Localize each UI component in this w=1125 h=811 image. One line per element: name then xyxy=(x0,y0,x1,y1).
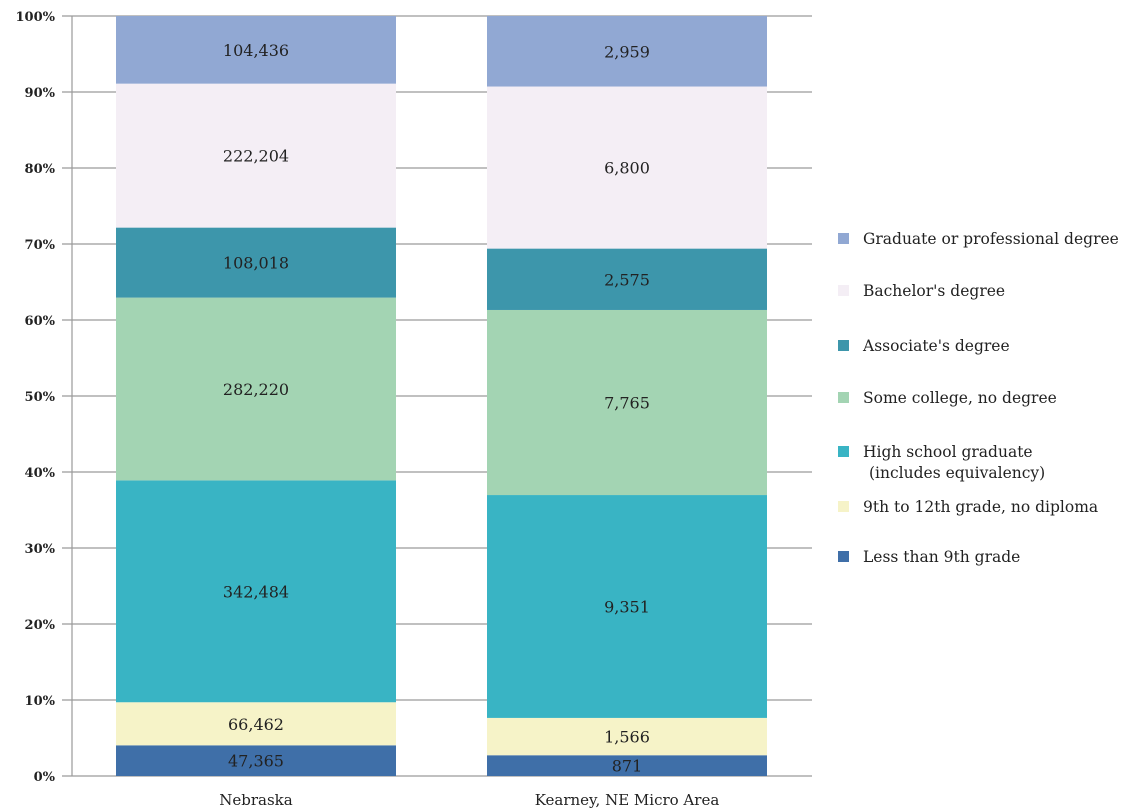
bar-segment xyxy=(487,717,767,756)
y-tick-label: 60% xyxy=(25,314,56,329)
legend-swatch xyxy=(838,340,849,351)
y-tick-label: 40% xyxy=(25,466,56,481)
bar-segment xyxy=(487,755,767,776)
data-label: 871 xyxy=(612,757,643,776)
legend-swatch xyxy=(838,285,849,296)
legend-swatch xyxy=(838,501,849,512)
y-tick-label: 70% xyxy=(25,238,56,253)
category-label: Nebraska xyxy=(219,791,293,809)
y-tick-label: 100% xyxy=(16,10,56,25)
data-label: 342,484 xyxy=(223,582,289,601)
bar-segment xyxy=(487,16,767,87)
data-label: 104,436 xyxy=(223,41,289,60)
y-tick-label: 10% xyxy=(25,694,56,709)
category-label: Kearney, NE Micro Area xyxy=(535,791,720,809)
data-label: 2,959 xyxy=(604,42,650,61)
bar-segment xyxy=(487,495,767,718)
bar-segment xyxy=(116,297,396,481)
legend-swatch xyxy=(838,551,849,562)
y-tick-label: 0% xyxy=(34,770,56,785)
data-label: 1,566 xyxy=(604,728,650,747)
data-label: 6,800 xyxy=(604,159,650,178)
data-label: 2,575 xyxy=(604,270,650,289)
y-tick-label: 80% xyxy=(25,162,56,177)
legend-label: Bachelor's degree xyxy=(863,282,1005,300)
bar-segment xyxy=(487,86,767,249)
data-label: 7,765 xyxy=(604,394,650,413)
legend-label: Some college, no degree xyxy=(863,389,1057,407)
data-label: 282,220 xyxy=(223,380,289,399)
bar-segment xyxy=(116,16,396,84)
legend-label: 9th to 12th grade, no diploma xyxy=(863,498,1098,516)
legend-swatch xyxy=(838,392,849,403)
y-tick-label: 30% xyxy=(25,542,56,557)
data-label: 108,018 xyxy=(223,254,289,273)
bar-segment xyxy=(116,745,396,776)
y-tick-label: 20% xyxy=(25,618,56,633)
legend-swatch xyxy=(838,233,849,244)
bar-segment xyxy=(116,480,396,703)
data-labels: 47,365 66,462 342,484 282,220 108,018 222,204… xyxy=(223,41,650,776)
y-tick-label: 90% xyxy=(25,86,56,101)
data-label: 66,462 xyxy=(228,715,284,734)
y-tick-label: 50% xyxy=(25,390,56,405)
data-label: 47,365 xyxy=(228,752,284,771)
legend-label: Graduate or professional degree xyxy=(863,230,1119,248)
bar-segment xyxy=(116,227,396,298)
data-label: 222,204 xyxy=(223,147,289,166)
legend-swatch xyxy=(838,446,849,457)
legend-label: High school graduate (includes equivalenc… xyxy=(863,443,1045,482)
bar-segment xyxy=(487,248,767,310)
bars xyxy=(116,16,767,776)
bar-segment xyxy=(116,702,396,746)
bar-segment xyxy=(116,83,396,228)
legend-label: Associate's degree xyxy=(862,337,1010,355)
legend: Graduate or professional degree Bachelor'… xyxy=(838,230,1119,566)
axes: 0% 10% 20% 30% 40% 50% 60% 70% 80% 90% 100% Nebrask… xyxy=(16,10,720,809)
bar-segment xyxy=(487,309,767,496)
legend-label: Less than 9th grade xyxy=(863,548,1020,566)
data-label: 9,351 xyxy=(604,597,650,616)
